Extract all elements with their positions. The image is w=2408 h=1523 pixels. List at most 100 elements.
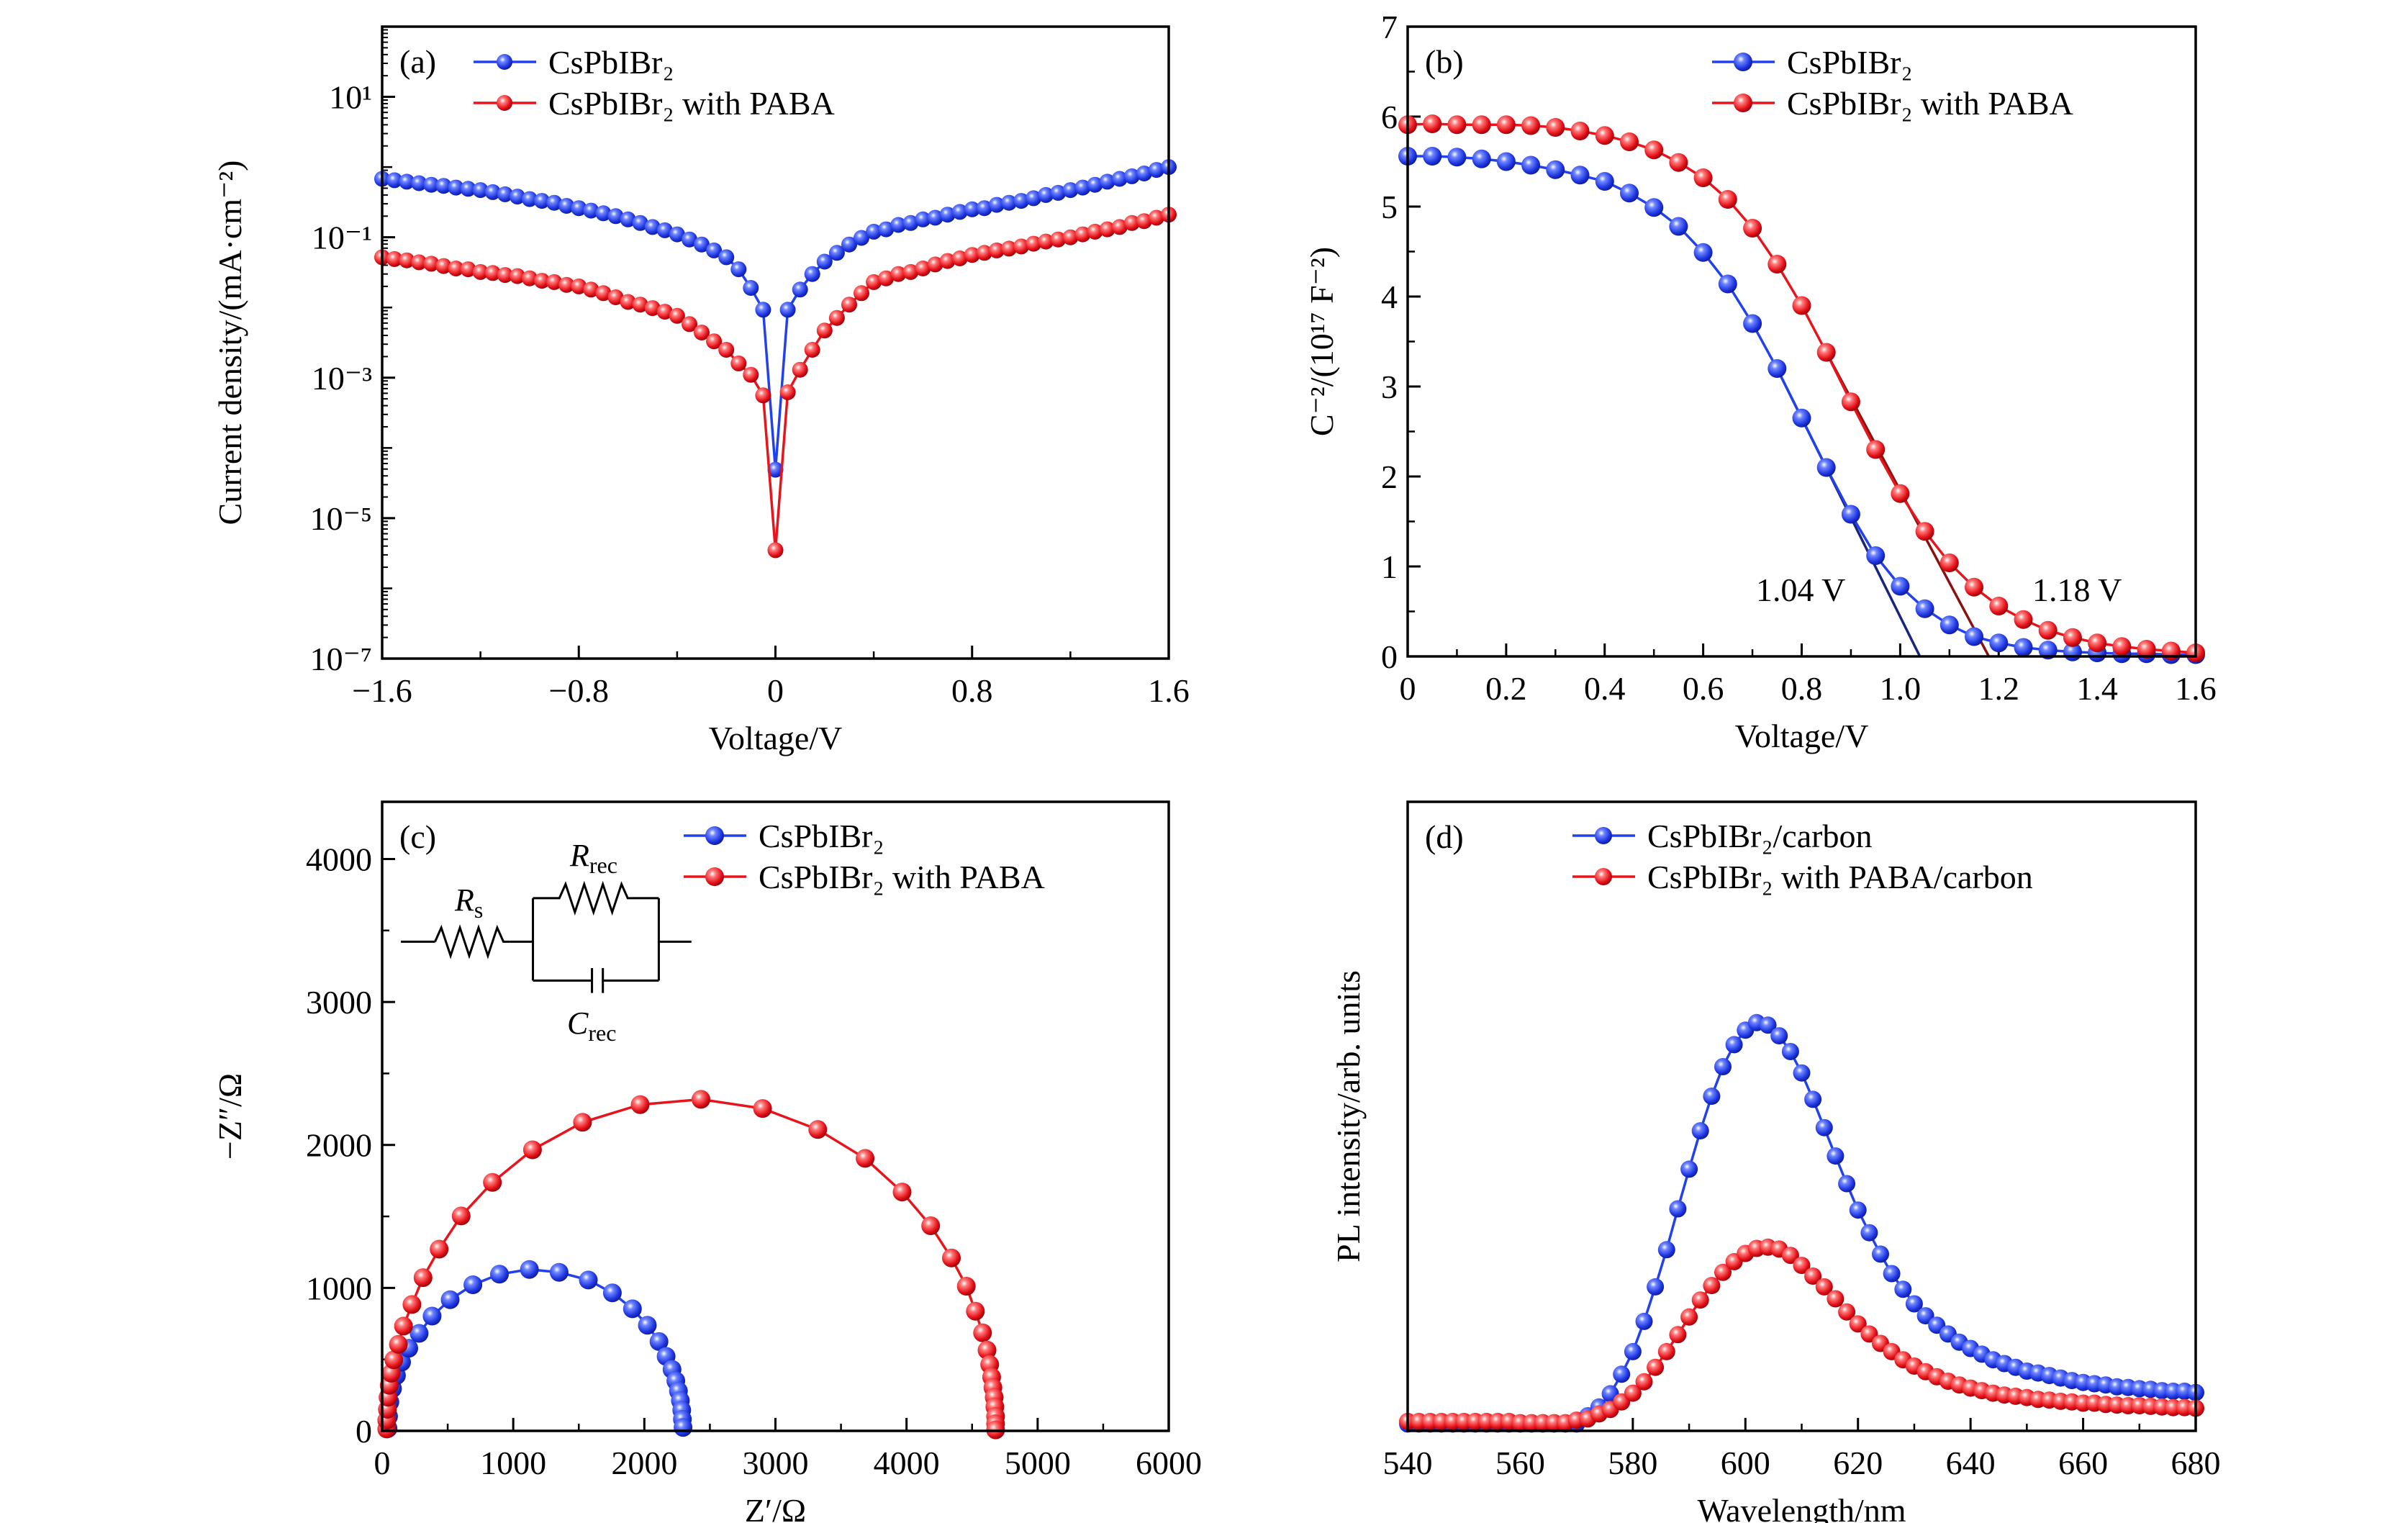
data-point	[1657, 1241, 1675, 1259]
data-point	[816, 253, 833, 270]
data-point	[1770, 1027, 1788, 1045]
data-point	[808, 1120, 828, 1139]
x-tick-label: 0.4	[1584, 670, 1626, 707]
x-tick-label: 1.2	[1978, 670, 2020, 707]
series-line	[386, 1267, 684, 1429]
x-tick-label: 640	[1946, 1445, 1996, 1481]
data-point	[1644, 140, 1664, 160]
data-point	[1087, 223, 1103, 240]
data-point	[682, 316, 697, 333]
data-point	[386, 250, 403, 267]
data-point	[1827, 1290, 1845, 1308]
data-point	[1074, 179, 1091, 196]
data-point	[1915, 599, 1934, 618]
plot-frame	[1406, 800, 2197, 1432]
data-point	[1815, 1118, 1833, 1136]
data-point	[956, 1277, 976, 1296]
y-tick-label: 4	[1381, 279, 1398, 315]
data-point	[1447, 115, 1467, 135]
data-point	[1669, 217, 1688, 236]
x-tick-label: −1.6	[352, 672, 412, 709]
x-axis-title: Wavelength/nm	[1697, 1492, 1906, 1523]
data-point	[1496, 115, 1516, 135]
data-point	[828, 309, 845, 326]
data-point	[490, 1265, 509, 1284]
data-point	[1691, 1291, 1709, 1309]
data-point	[595, 285, 612, 302]
data-point	[804, 266, 820, 282]
x-tick-label: 1.4	[2076, 670, 2118, 707]
data-point	[966, 1301, 985, 1321]
data-point	[509, 268, 525, 284]
data-point	[1647, 1278, 1665, 1296]
data-point	[448, 261, 464, 276]
data-point	[682, 231, 697, 248]
data-point	[1703, 1277, 1721, 1295]
data-point	[1841, 392, 1860, 412]
legend-label: CsPbIBr₂ with PABA	[548, 85, 835, 122]
data-point	[1620, 184, 1639, 203]
data-point	[767, 542, 784, 559]
data-point	[1816, 458, 1836, 477]
panel-a-iv-curve: −1.6 −0.8 0 0.8 1.6 10¹ 10⁻¹ 10⁻³ 10⁻⁵ 10⁻⁷ Voltag…	[212, 25, 1190, 756]
data-point	[472, 182, 489, 199]
x-tick-label: 560	[1495, 1445, 1545, 1481]
data-point	[2137, 640, 2156, 659]
data-point	[1841, 505, 1860, 524]
data-point	[399, 252, 415, 268]
series-line	[385, 1098, 997, 1430]
data-point	[964, 201, 980, 217]
data-point	[1123, 214, 1140, 231]
y-tick-label: 0	[356, 1413, 372, 1450]
circuit-label-rrec: Rrec	[569, 838, 617, 878]
data-point	[878, 221, 895, 238]
x-tick-label: 2000	[611, 1445, 677, 1481]
data-point	[976, 245, 992, 261]
legend-marker	[1595, 868, 1612, 885]
y-tick-label: 3000	[306, 984, 372, 1021]
data-point	[1792, 408, 1811, 428]
data-point	[1804, 1267, 1822, 1285]
data-point	[623, 1299, 642, 1319]
data-point	[1148, 209, 1164, 226]
data-point	[386, 172, 403, 189]
circuit-label-rs: Rs	[454, 882, 483, 923]
y-axis-title: Current density/(mA·cm⁻²)	[212, 161, 248, 525]
data-point	[1838, 1175, 1856, 1193]
y-tick-label: 10⁻⁵	[310, 500, 372, 537]
data-point	[1026, 190, 1042, 207]
data-point	[435, 258, 452, 274]
series-line	[381, 213, 1169, 551]
y-tick-label: 10⁻⁷	[310, 641, 372, 677]
data-point	[792, 361, 808, 378]
data-point	[753, 1099, 772, 1118]
series-paba	[1399, 1238, 2204, 1432]
x-tick-label: 6000	[1136, 1445, 1202, 1481]
y-tick-label: 6	[1381, 99, 1398, 135]
data-point	[1767, 359, 1787, 378]
data-point	[1570, 122, 1590, 140]
data-point	[1669, 1326, 1687, 1344]
data-point	[448, 179, 464, 196]
data-point	[1693, 168, 1713, 187]
data-point	[841, 297, 857, 313]
circuit-wire-mid	[510, 898, 692, 981]
data-point	[571, 278, 587, 294]
data-point	[460, 261, 476, 278]
data-point	[1989, 597, 2009, 615]
data-point	[779, 384, 796, 400]
data-point	[2038, 620, 2058, 640]
x-tick-label: 4000	[874, 1445, 940, 1481]
legend-label: CsPbIBr₂	[1787, 44, 1913, 81]
data-point	[1703, 1088, 1721, 1105]
x-tick-label: 1.6	[2175, 670, 2217, 707]
data-point	[546, 194, 563, 211]
y-tick-label: 0	[1381, 638, 1398, 675]
data-point	[902, 214, 919, 231]
series-line	[1408, 1021, 2196, 1426]
data-point	[1965, 627, 1983, 646]
data-point	[755, 302, 771, 318]
data-point	[2014, 638, 2033, 657]
plot-frame	[381, 800, 1170, 1432]
